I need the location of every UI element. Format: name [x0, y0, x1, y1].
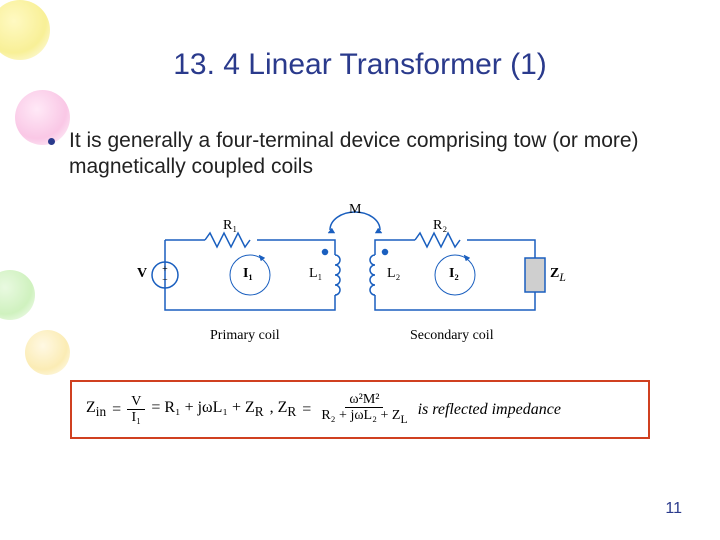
- formula-frac-vi1: V I₁: [127, 394, 145, 426]
- label-r2: R₂: [433, 218, 447, 234]
- svg-text:+: +: [162, 264, 168, 275]
- decor-balloon-yellow-2: [25, 330, 70, 375]
- label-v: V: [137, 266, 147, 282]
- slide-title: 13. 4 Linear Transformer (1): [0, 48, 720, 82]
- label-zl: ZL: [550, 266, 566, 284]
- formula-box: Zin = V I₁ = R₁ + jωL₁ + ZR , ZR = ω²M² …: [70, 380, 650, 439]
- formula-tail: is reflected impedance: [418, 401, 561, 419]
- formula-eq2: =: [302, 401, 311, 419]
- formula-comma: , ZR: [270, 399, 297, 420]
- formula-zin: Zin: [86, 399, 106, 420]
- circuit-svg: + −: [135, 200, 575, 350]
- svg-text:−: −: [162, 275, 168, 286]
- bullet-dot-icon: [48, 138, 55, 145]
- formula-part1: = R₁ + jωL₁ + ZR: [151, 399, 263, 420]
- label-primary-coil: Primary coil: [210, 328, 280, 344]
- circuit-diagram: + − M R₁ R₂ V I₁ I₂ L₁ L₂ ZL Primary coi…: [135, 200, 575, 350]
- page-number: 11: [665, 500, 682, 518]
- formula-eq1: =: [112, 401, 121, 419]
- label-i2: I₂: [449, 266, 459, 282]
- bullet-text: It is generally a four-terminal device c…: [69, 128, 672, 181]
- label-l2: L₂: [387, 266, 400, 282]
- label-m: M: [349, 202, 361, 218]
- decor-balloon-green: [0, 270, 35, 320]
- formula-frac-zr: ω²M² R₂ + jωL₂ + ZL: [317, 392, 411, 427]
- label-l1: L₁: [309, 266, 322, 282]
- label-i1: I₁: [243, 266, 253, 282]
- label-secondary-coil: Secondary coil: [410, 328, 494, 344]
- label-r1: R₁: [223, 218, 237, 234]
- bullet-item: It is generally a four-terminal device c…: [48, 128, 672, 181]
